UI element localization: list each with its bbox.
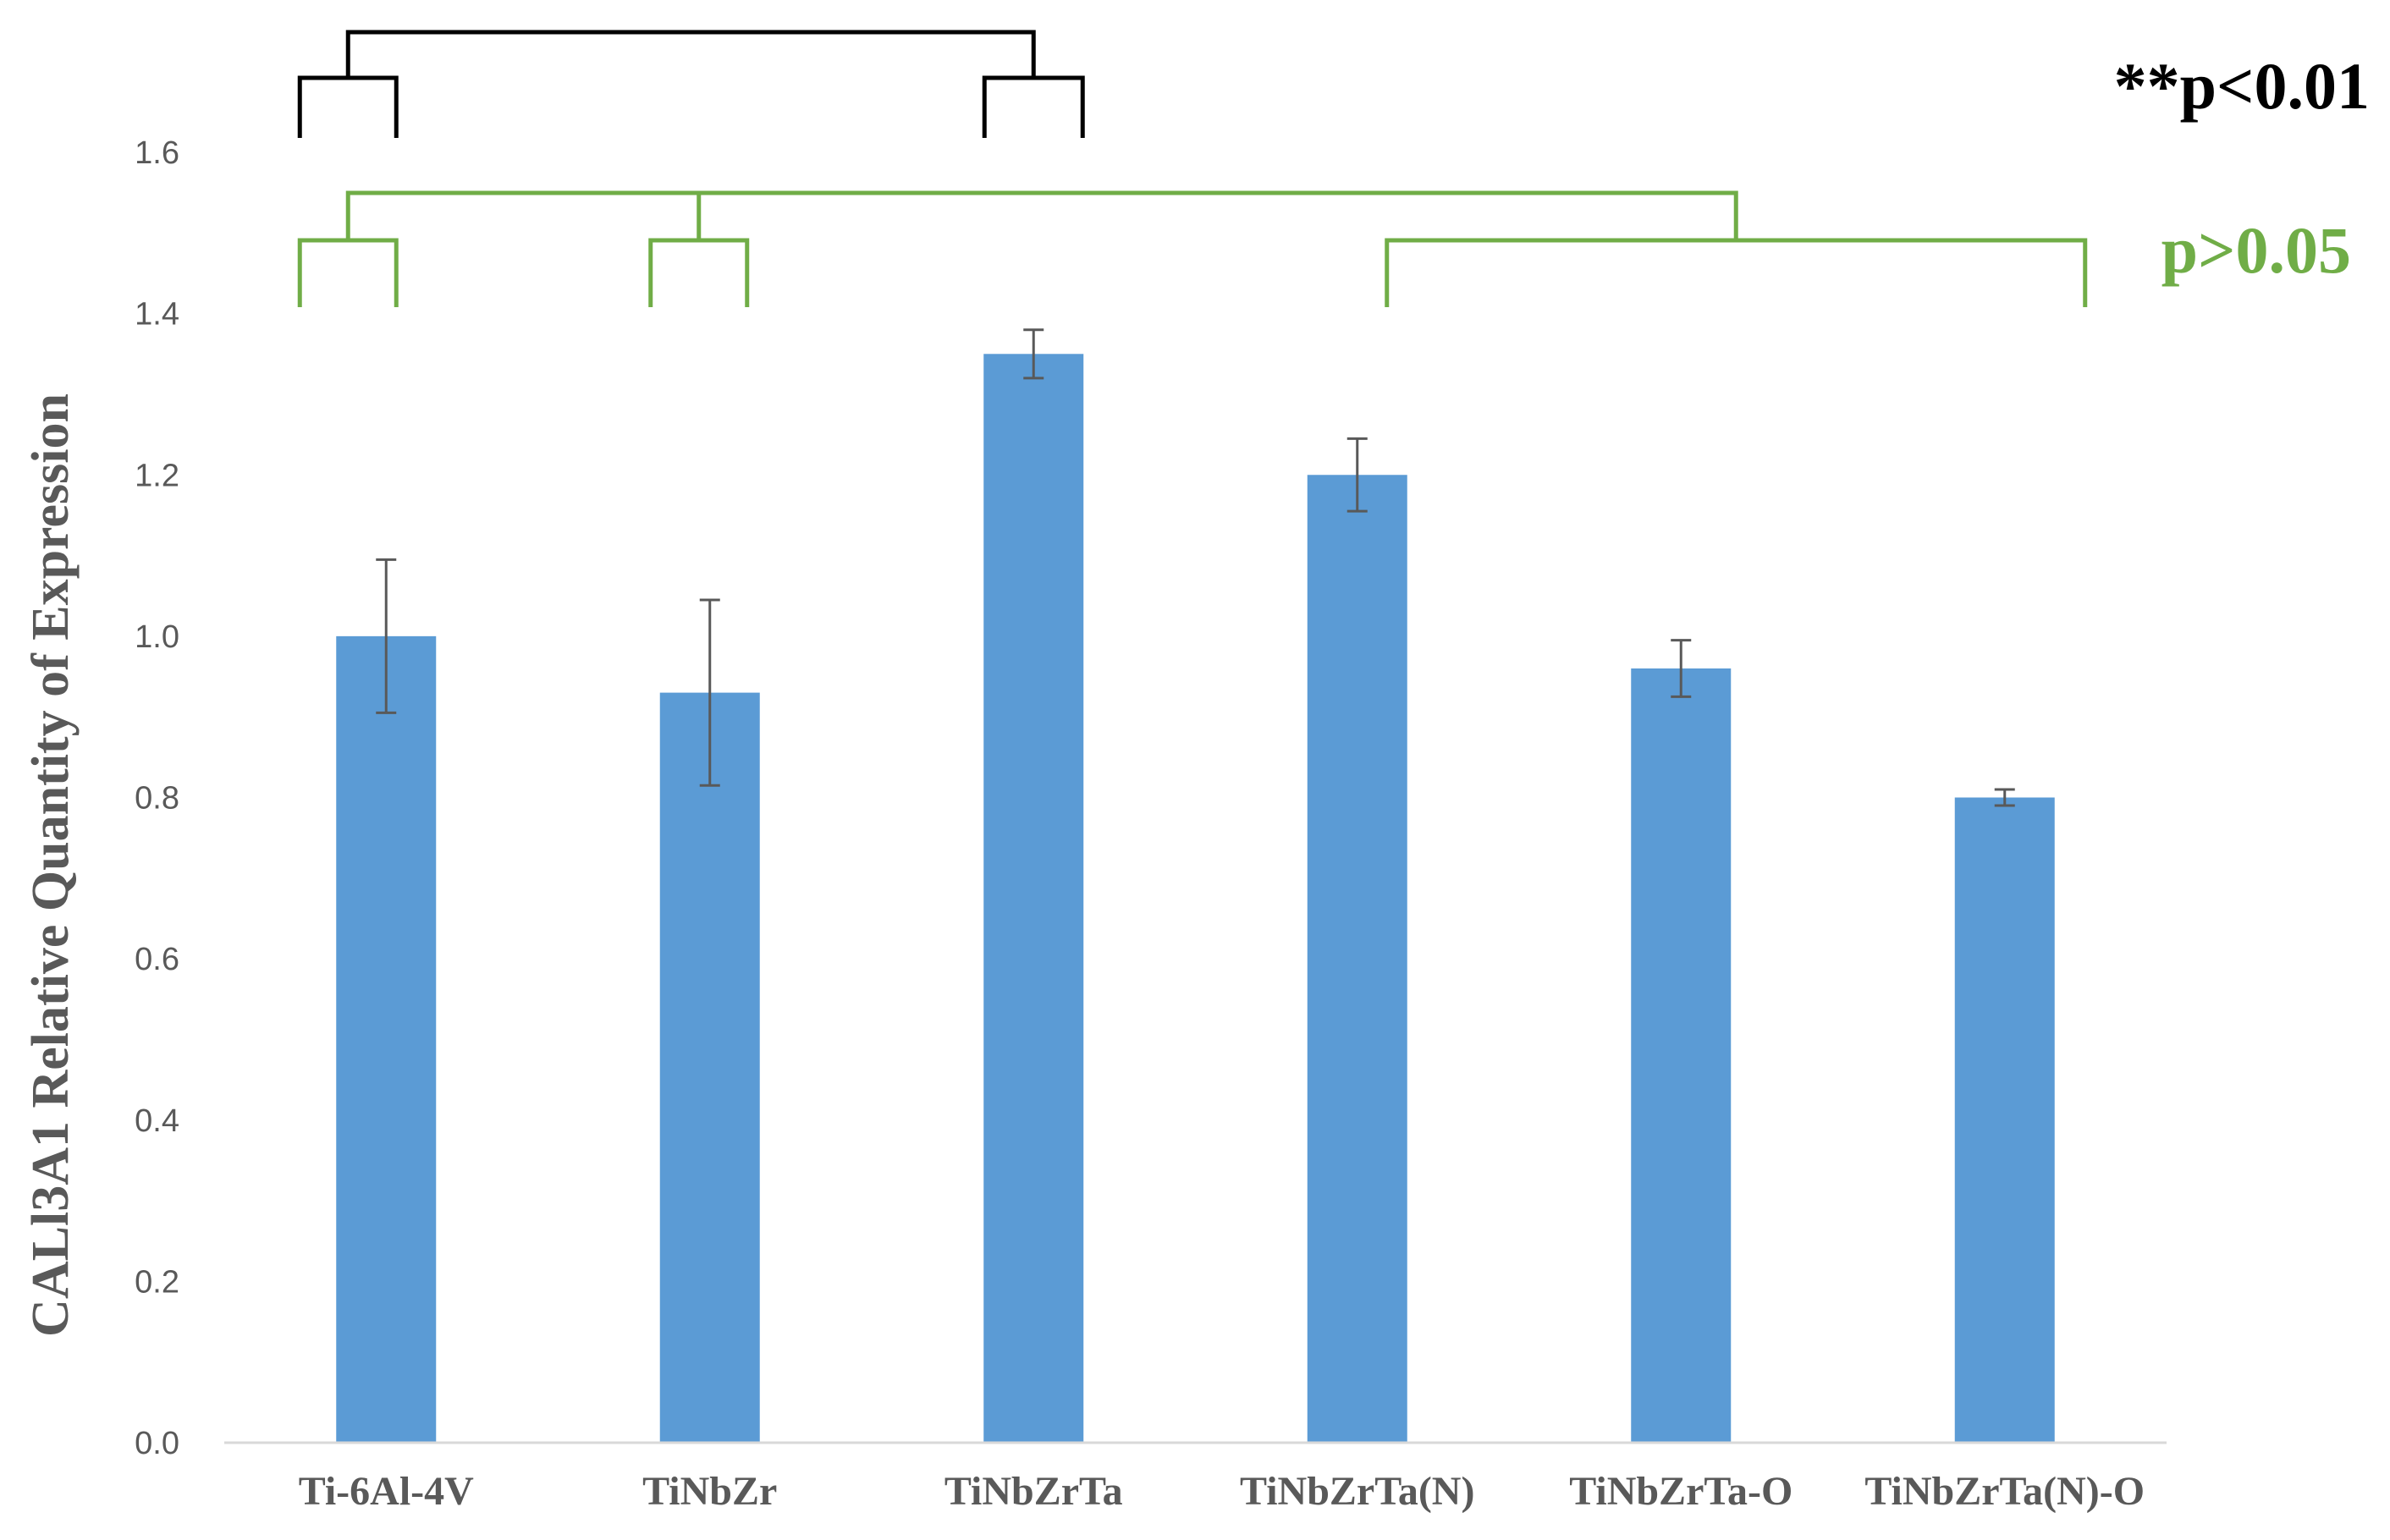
y-tick-label: 1.0 bbox=[135, 619, 179, 655]
error-bar bbox=[376, 558, 397, 714]
y-axis-title: CALl3A1 Relative Quantity of Expression bbox=[22, 393, 80, 1337]
significance-label-p001: **p<0.01 bbox=[2114, 49, 2370, 123]
x-axis-labels: Ti-6Al-4V TiNbZr TiNbZrTa TiNbZrTa(N) TiNbZr… bbox=[299, 1469, 2145, 1514]
significance-brackets bbox=[297, 30, 2088, 307]
significance-bracket-p005 bbox=[297, 190, 2088, 307]
y-tick-label: 0.0 bbox=[135, 1426, 179, 1461]
y-tick-label: 0.6 bbox=[135, 942, 179, 977]
bars-group bbox=[336, 354, 2055, 1443]
error-bar bbox=[699, 598, 720, 787]
y-tick-label: 1.2 bbox=[135, 458, 179, 493]
x-tick-label: TiNbZrTa-O bbox=[1569, 1469, 1792, 1514]
y-tick-label: 0.8 bbox=[135, 781, 179, 817]
bar bbox=[336, 635, 437, 1443]
bar bbox=[659, 692, 760, 1443]
bar bbox=[1307, 475, 1407, 1443]
y-tick-label: 1.4 bbox=[135, 297, 179, 333]
y-tick-label: 0.4 bbox=[135, 1103, 179, 1139]
error-bar bbox=[1994, 788, 2015, 807]
x-tick-label: TiNbZrTa(N)-O bbox=[1864, 1469, 2145, 1514]
x-tick-label: TiNbZr bbox=[642, 1469, 777, 1514]
bar bbox=[1954, 797, 2055, 1443]
error-bars-group bbox=[376, 328, 2015, 807]
error-bar bbox=[1671, 639, 1692, 698]
error-bar bbox=[1023, 328, 1044, 380]
significance-label-p005: p>0.05 bbox=[2161, 213, 2351, 287]
x-tick-label: Ti-6Al-4V bbox=[299, 1469, 474, 1514]
bar bbox=[983, 354, 1084, 1443]
bar bbox=[1631, 668, 1732, 1443]
y-tick-label: 1.6 bbox=[135, 135, 179, 171]
x-tick-label: TiNbZrTa bbox=[944, 1469, 1123, 1514]
y-tick-label: 0.2 bbox=[135, 1264, 179, 1300]
x-tick-label: TiNbZrTa(N) bbox=[1240, 1469, 1474, 1514]
error-bar bbox=[1346, 437, 1368, 513]
y-axis-ticks: 0.0 0.2 0.4 0.6 0.8 1.0 1.2 1.4 1.6 bbox=[135, 135, 179, 1461]
significance-bracket-p001 bbox=[297, 30, 1085, 138]
